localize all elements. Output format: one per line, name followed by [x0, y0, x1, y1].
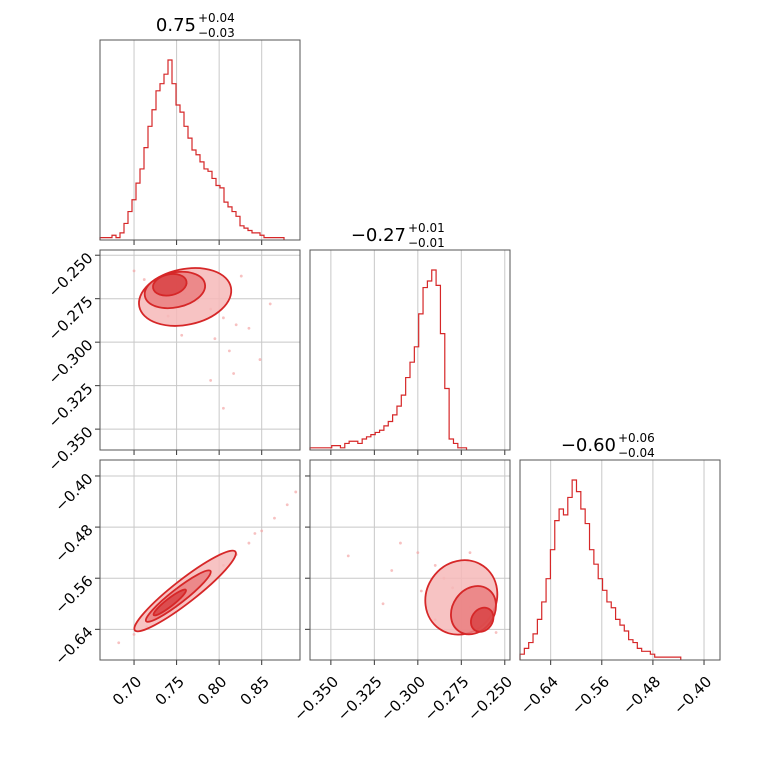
y-tick-label: −0.325	[45, 379, 97, 431]
panel-title-value: −0.60	[561, 435, 616, 456]
panel-frame	[519, 459, 721, 661]
sample-point	[247, 326, 251, 330]
x-tick-label: −0.325	[334, 673, 386, 725]
x-tick-label: 0.85	[237, 673, 273, 709]
x-tick-label: 0.80	[194, 673, 230, 709]
histogram-step-line	[519, 479, 682, 660]
y-tick-label: −0.48	[51, 521, 96, 566]
sample-point	[227, 349, 231, 353]
sample-point	[132, 633, 136, 636]
panel-title-plus: +0.04	[198, 11, 235, 25]
panel-title-minus: −0.01	[408, 236, 445, 250]
x-tick-label: −0.250	[464, 673, 516, 725]
panel-title-value: 0.75	[156, 15, 196, 36]
y-tick-label: −0.275	[45, 293, 97, 345]
x-tick-label: −0.275	[421, 673, 473, 725]
sample-point	[222, 406, 225, 410]
sample-point	[239, 274, 243, 278]
x-tick-label: 0.75	[152, 673, 188, 709]
sample-point	[253, 532, 257, 535]
sample-point	[258, 358, 262, 361]
sample-point	[494, 631, 498, 634]
panel-frame	[99, 249, 301, 451]
sample-point	[117, 641, 121, 645]
x-tick-label: −0.48	[619, 673, 664, 718]
sample-point	[381, 602, 385, 606]
histogram-panel-2: −0.60 +0.06−0.04	[519, 431, 721, 665]
scatter-panel-2	[305, 459, 511, 665]
y-tick-label: −0.250	[45, 249, 97, 301]
panel-title-plus: +0.01	[408, 221, 445, 235]
sample-point	[222, 316, 225, 320]
y-tick-label: −0.300	[45, 336, 97, 388]
sample-point	[416, 551, 420, 555]
sample-point	[234, 323, 238, 327]
panel-title-minus: −0.04	[618, 446, 655, 460]
scatter-panel-1	[95, 459, 301, 665]
panel-frame	[99, 459, 301, 661]
sample-point	[209, 379, 213, 382]
sample-point	[346, 554, 350, 558]
sample-point	[180, 333, 184, 337]
panel-title-plus: +0.06	[618, 431, 655, 445]
density-area	[132, 267, 272, 410]
sample-point	[132, 269, 136, 273]
sample-point	[213, 337, 217, 341]
sample-point	[142, 278, 146, 281]
sample-point	[247, 541, 251, 545]
panel-title-minus: −0.03	[198, 26, 235, 40]
y-tick-label: −0.64	[51, 623, 96, 668]
panel-frame	[99, 39, 301, 241]
x-tick-label: −0.40	[670, 673, 715, 718]
contour-level-3	[152, 273, 188, 297]
x-tick-label: −0.56	[568, 673, 613, 718]
sample-point	[419, 589, 423, 593]
x-tick-label: −0.64	[517, 673, 562, 718]
sample-point	[294, 490, 298, 494]
sample-point	[390, 569, 394, 572]
x-tick-label: −0.300	[377, 673, 429, 725]
sample-point	[433, 564, 437, 567]
sample-point	[232, 372, 236, 375]
histogram-panel-1: −0.27 +0.01−0.01	[309, 221, 511, 455]
sample-point	[268, 302, 272, 306]
sample-point	[260, 529, 264, 533]
panel-frame	[309, 459, 511, 661]
contour-level-3	[470, 606, 495, 633]
y-tick-label: −0.56	[51, 572, 96, 617]
histogram-panel-0: 0.75 +0.04−0.03	[99, 11, 301, 245]
y-tick-label: −0.350	[45, 423, 97, 475]
histogram-step-line	[99, 59, 285, 240]
contour-level-3	[152, 588, 187, 617]
sample-point	[273, 516, 276, 520]
sample-point	[468, 551, 472, 555]
histogram-step-line	[309, 269, 468, 450]
sample-point	[399, 541, 402, 545]
x-tick-label: −0.350	[290, 673, 342, 725]
scatter-panel-0	[95, 249, 301, 455]
panel-frame	[309, 249, 511, 451]
x-tick-label: 0.70	[109, 673, 145, 709]
density-area	[117, 490, 298, 645]
density-area	[346, 541, 499, 636]
y-tick-label: −0.40	[51, 470, 96, 515]
panel-title-value: −0.27	[351, 225, 406, 246]
sample-point	[285, 503, 289, 507]
